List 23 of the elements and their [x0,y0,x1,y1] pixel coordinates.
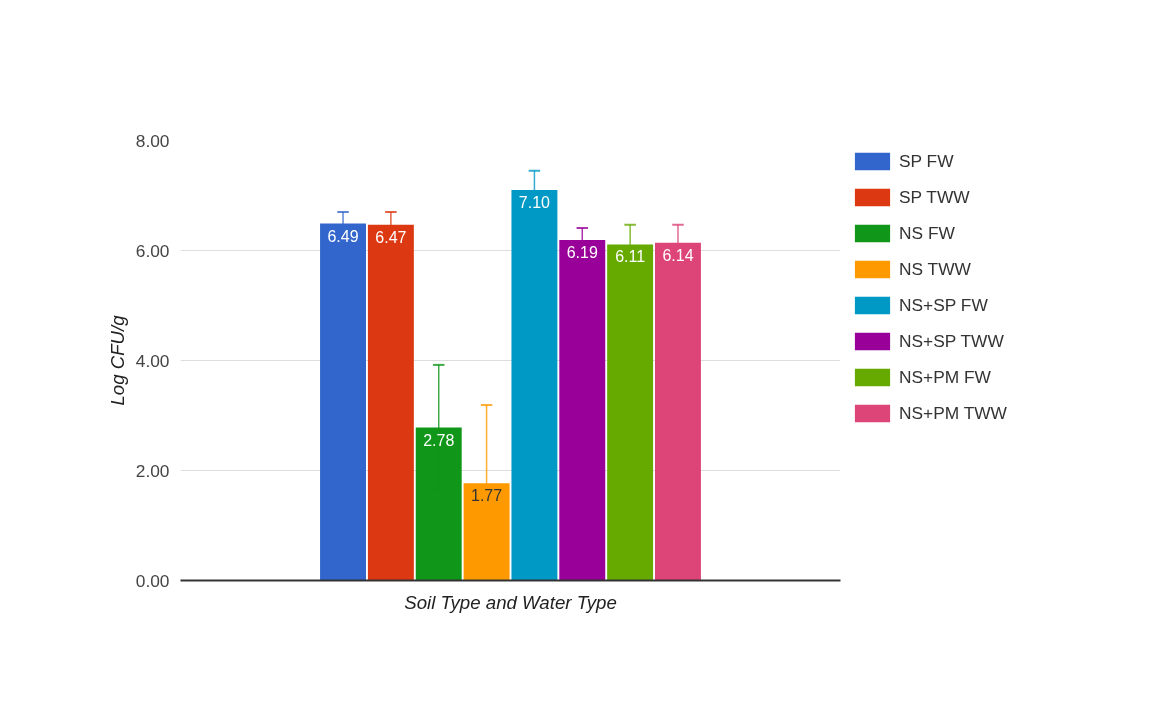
data-label: 7.10 [518,194,551,211]
legend-label: NS+SP FW [899,294,988,316]
data-label: 1.77 [471,487,503,505]
legend-label: NS TWW [899,258,971,280]
x-axis-title: Soil Type and Water Type [404,591,617,613]
y-axis-title: Log CFU/g [106,314,128,406]
data-label: 6.14 [662,246,694,264]
data-label: 2.78 [423,431,455,449]
legend-label: SP TWW [899,186,970,208]
legend-label: NS FW [899,222,955,244]
data-label: 6.11 [615,248,646,266]
y-tick-label: 4.00 [135,350,170,371]
y-tick-label: 8.00 [135,130,170,151]
data-label: 6.49 [327,227,359,245]
y-tick-label: 0.00 [135,570,170,591]
y-tick-label: 6.00 [135,240,170,261]
legend-label: NS+PM FW [899,366,991,388]
y-tick-label: 2.00 [135,460,170,481]
legend-label: NS+SP TWW [899,330,1004,352]
data-label: 6.19 [566,244,598,262]
legend-label: NS+PM TWW [899,402,1007,424]
legend-label: SP FW [899,150,954,172]
data-label: 6.47 [375,228,407,246]
